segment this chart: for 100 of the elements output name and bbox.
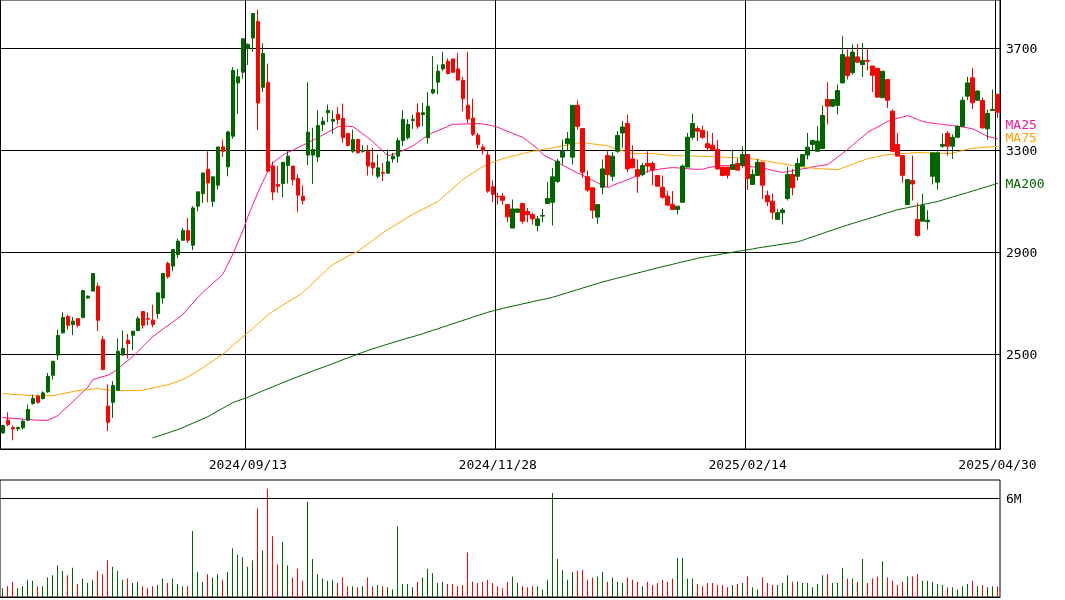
candlestick — [361, 144, 365, 154]
candlestick — [500, 192, 505, 206]
candlestick — [31, 394, 35, 406]
candlestick — [326, 104, 330, 123]
candlestick — [101, 335, 105, 371]
candlestick — [431, 55, 435, 95]
candlestick — [76, 317, 80, 328]
candlestick — [915, 202, 920, 238]
series-label: MA25 — [1005, 117, 1037, 133]
candlestick — [880, 70, 885, 99]
x-tick-label: 2024/11/28 — [458, 457, 537, 472]
candlestick — [301, 184, 305, 206]
candlestick — [600, 158, 605, 195]
candlestick — [331, 109, 335, 135]
candlestick — [186, 217, 190, 244]
candlestick — [535, 215, 540, 232]
candlestick — [256, 8, 260, 131]
candlestick — [560, 139, 565, 166]
candlestick — [745, 154, 750, 191]
candlestick — [151, 304, 155, 328]
candlestick — [865, 48, 870, 71]
candlestick — [51, 360, 55, 381]
candlestick — [975, 89, 980, 101]
candlestick — [321, 116, 325, 132]
y-tick-label: 3300 — [1006, 143, 1038, 159]
candlestick — [11, 425, 15, 441]
line-series — [152, 182, 998, 439]
candlestick — [730, 149, 735, 170]
candlestick — [166, 261, 170, 280]
candlestick — [56, 329, 60, 361]
candlestick — [605, 150, 610, 188]
candlestick — [980, 97, 985, 130]
candlestick — [540, 208, 545, 223]
x-tick-label: 2025/04/30 — [958, 457, 1037, 472]
candlestick — [840, 35, 845, 84]
candlestick — [26, 404, 30, 422]
candlestick — [36, 394, 40, 405]
candlestick — [640, 162, 645, 177]
candlestick — [610, 151, 615, 182]
candlestick — [860, 42, 865, 78]
candlestick — [965, 76, 970, 101]
x-tick-label: 2025/02/14 — [708, 457, 787, 472]
y-tick-label: 2900 — [1006, 245, 1038, 261]
candlestick — [855, 43, 860, 63]
candlestick — [91, 272, 95, 292]
candlestick — [910, 155, 915, 202]
candlestick — [970, 67, 975, 110]
candlestick — [221, 139, 225, 158]
candlestick — [476, 132, 480, 149]
candlestick — [905, 179, 910, 206]
candlestick — [61, 311, 65, 334]
candlestick — [620, 120, 625, 149]
candlestick — [995, 93, 1000, 119]
candlestick — [760, 161, 765, 200]
candlestick — [66, 314, 70, 331]
candlestick — [1, 424, 5, 435]
candlestick — [356, 138, 360, 154]
candlestick — [505, 204, 510, 223]
candlestick — [740, 145, 745, 169]
series-label: MA75 — [1005, 130, 1037, 146]
candlestick — [416, 103, 420, 130]
candlestick — [381, 162, 385, 182]
candlestick — [411, 114, 415, 130]
candlestick — [735, 157, 740, 171]
candlestick — [106, 383, 110, 432]
candlestick — [825, 81, 830, 125]
candlestick — [615, 130, 620, 154]
candlestick — [595, 204, 600, 225]
x-tick-label: 2024/09/13 — [208, 457, 288, 472]
candlestick — [376, 154, 380, 180]
candlestick — [940, 132, 945, 149]
candlestick — [261, 42, 265, 93]
candlestick — [655, 175, 660, 187]
y-tick-label: 3700 — [1006, 40, 1038, 56]
candlestick — [885, 79, 890, 109]
ref-line-label: 6M — [1006, 490, 1022, 506]
candlestick — [675, 205, 680, 216]
candlestick — [351, 129, 355, 154]
candlestick — [580, 128, 585, 179]
candlestick — [6, 411, 10, 427]
series-label: MA200 — [1005, 175, 1045, 191]
candlestick — [945, 130, 950, 157]
candlestick — [985, 108, 990, 141]
candlestick — [386, 149, 390, 174]
candlestick — [206, 150, 210, 203]
candlestick — [790, 168, 795, 196]
candlestick — [481, 143, 485, 156]
candlestick — [575, 100, 580, 131]
candlestick — [635, 158, 640, 194]
candlestick — [845, 48, 850, 81]
y-tick-label: 2500 — [1006, 347, 1038, 363]
candlestick — [441, 51, 445, 72]
candlestick — [785, 166, 790, 202]
candlestick — [990, 89, 995, 111]
candlestick — [436, 64, 440, 95]
candlestick — [191, 205, 195, 251]
line-series — [2, 142, 998, 397]
candlestick — [251, 13, 255, 53]
candlestick — [96, 282, 100, 332]
candlestick — [71, 316, 75, 336]
